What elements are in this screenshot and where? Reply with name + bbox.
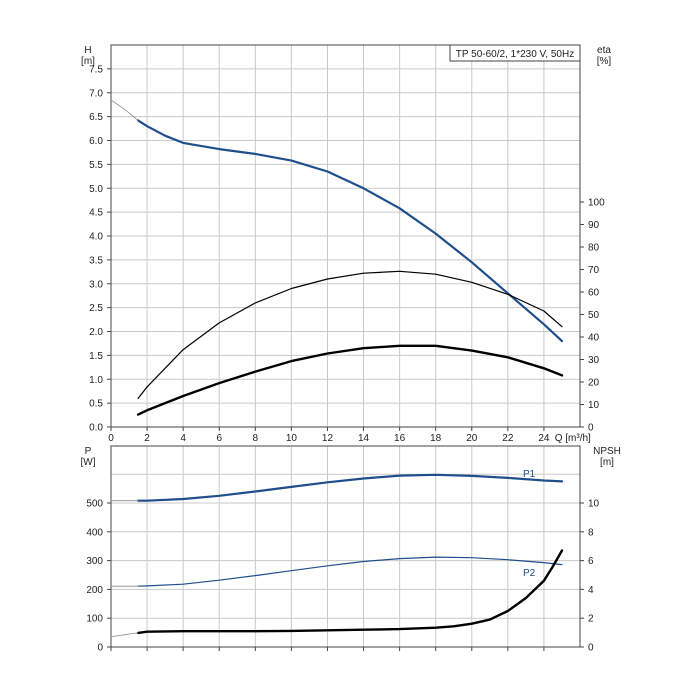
- top-x-tick-label: 8: [253, 433, 259, 444]
- power-axis-label: P [W]: [81, 446, 96, 468]
- top-left-tick-label: 2.0: [89, 327, 103, 338]
- series-label-p1: P1: [523, 469, 536, 480]
- top-right-tick-label: 0: [588, 423, 594, 434]
- top-right-tick-label: 50: [588, 310, 600, 321]
- series-label-p2: P2: [523, 568, 536, 579]
- top-right-tick-label: 20: [588, 378, 600, 389]
- top-series-line-0: [137, 119, 564, 343]
- top-x-tick-label: 6: [216, 433, 222, 444]
- top-series-line-2: [137, 270, 563, 399]
- x-axis-label: Q [m³/h]: [555, 433, 591, 444]
- bottom-right-tick-label: 8: [588, 527, 594, 538]
- chart-title: TP 50-60/2, 1*230 V, 50Hz: [456, 49, 574, 60]
- bottom-left-tick-label: 100: [86, 614, 103, 625]
- top-left-tick-label: 6.0: [89, 136, 103, 147]
- top-left-tick-label: 0.5: [89, 399, 103, 410]
- top-x-tick-label: 0: [108, 433, 114, 444]
- npsh-axis-label: NPSH [m]: [593, 446, 621, 468]
- bottom-left-tick-label: 300: [86, 556, 103, 567]
- bottom-right-tick-label: 6: [588, 556, 594, 567]
- top-right-tick-label: 100: [588, 198, 605, 209]
- top-x-tick-label: 10: [286, 433, 298, 444]
- top-left-tick-label: 7.5: [89, 64, 103, 75]
- top-left-tick-label: 5.5: [89, 160, 103, 171]
- eta-axis-label: eta [%]: [597, 45, 612, 67]
- top-series-line-1: [110, 99, 139, 121]
- bottom-right-tick-label: 0: [588, 643, 594, 654]
- head-efficiency-chart: 0.0 0.5 1.0 1.5 2.0 2.5 3.0 3.5 4.0 4.5 5.0 5.5 6.0 6…: [81, 44, 612, 444]
- top-series-line-3: [136, 344, 564, 416]
- top-left-tick-label: 5.0: [89, 184, 103, 195]
- top-x-tick-label: 20: [466, 433, 478, 444]
- top-x-tick-label: 22: [502, 433, 514, 444]
- bottom-left-tick-label: 500: [86, 499, 103, 510]
- bottom-right-tick-label: 2: [588, 614, 594, 625]
- bottom-left-tick-label: 0: [97, 643, 103, 654]
- top-right-tick-label: 90: [588, 220, 600, 231]
- top-left-tick-label: 3.5: [89, 255, 103, 266]
- top-right-tick-label: 80: [588, 243, 600, 254]
- bottom-series-line-2: [137, 556, 563, 587]
- top-right-tick-label: 10: [588, 400, 600, 411]
- top-left-tick-label: 1.5: [89, 351, 103, 362]
- bottom-left-tick-label: 200: [86, 585, 103, 596]
- top-left-tick-label: 0.0: [89, 423, 103, 434]
- top-x-tick-label: 4: [180, 433, 186, 444]
- top-right-tick-label: 60: [588, 288, 600, 299]
- top-right-tick-label: 70: [588, 265, 600, 276]
- top-x-tick-label: 18: [430, 433, 442, 444]
- top-right-tick-label: 40: [588, 333, 600, 344]
- top-left-tick-label: 2.5: [89, 303, 103, 314]
- chart-title-box: TP 50-60/2, 1*230 V, 50Hz: [449, 44, 581, 62]
- bottom-right-tick-label: 10: [588, 499, 600, 510]
- top-x-tick-label: 16: [394, 433, 406, 444]
- top-x-tick-label: 24: [538, 433, 550, 444]
- top-right-tick-label: 30: [588, 355, 600, 366]
- top-left-tick-label: 3.0: [89, 279, 103, 290]
- top-left-tick-label: 4.5: [89, 208, 103, 219]
- power-npsh-chart: 0 100 200 300 400 500 0 2 4 6 8 10 P [W] NPSH [m] P1 P2: [81, 445, 621, 654]
- title-box-frame: [449, 44, 581, 62]
- head-axis-label: H [m]: [81, 45, 95, 67]
- top-left-tick-label: 1.0: [89, 375, 103, 386]
- top-left-tick-label: 7.0: [89, 88, 103, 99]
- top-left-tick-label: 6.5: [89, 112, 103, 123]
- bottom-right-tick-label: 4: [588, 585, 594, 596]
- bottom-series-line-4: [136, 549, 564, 635]
- bottom-series-line-0: [137, 473, 564, 502]
- top-x-tick-label: 12: [322, 433, 334, 444]
- top-x-tick-label: 14: [358, 433, 370, 444]
- bottom-left-tick-label: 400: [86, 527, 103, 538]
- bottom-plot-frame: [110, 445, 581, 648]
- top-left-tick-label: 4.0: [89, 232, 103, 243]
- bottom-series-line-5: [110, 632, 139, 637]
- top-x-tick-label: 2: [144, 433, 150, 444]
